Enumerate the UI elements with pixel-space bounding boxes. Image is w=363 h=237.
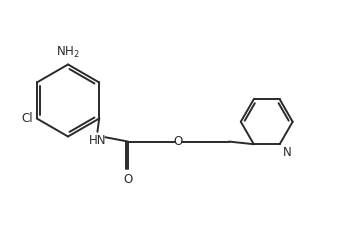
- Text: Cl: Cl: [21, 112, 33, 125]
- Text: HN: HN: [89, 134, 106, 147]
- Text: O: O: [123, 173, 132, 186]
- Text: NH$_2$: NH$_2$: [56, 45, 80, 60]
- Text: O: O: [174, 135, 183, 148]
- Text: N: N: [283, 146, 292, 159]
